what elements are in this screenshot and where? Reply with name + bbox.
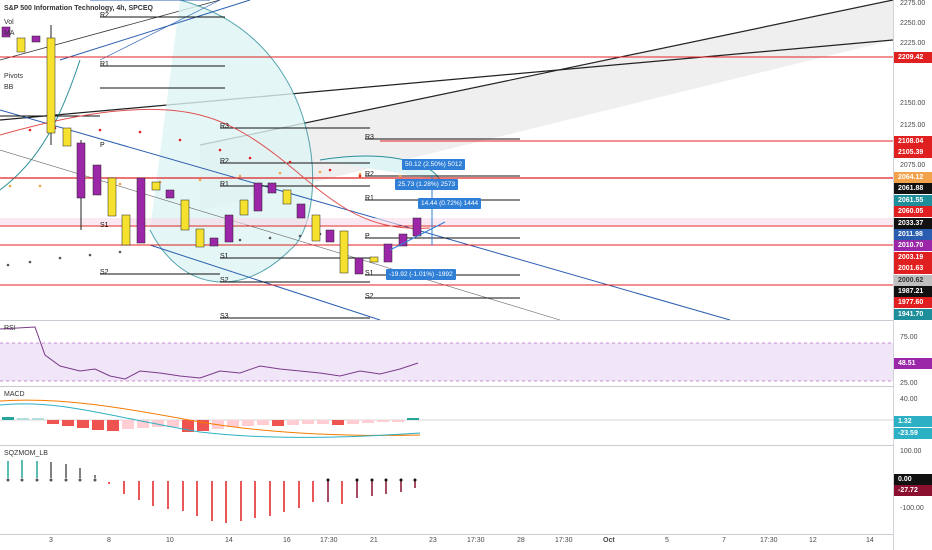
time-tick: 28 xyxy=(517,537,525,544)
axis-tick: 2150.00 xyxy=(900,100,926,107)
pivot-label: R2 xyxy=(220,158,229,165)
pivot-label: S1 xyxy=(100,222,109,229)
sqzmom-value-tag: -27.72 xyxy=(894,485,932,496)
bb-legend[interactable]: BB xyxy=(4,84,14,91)
price-tag: 2033.37 xyxy=(894,218,932,229)
rsi-pane[interactable]: RSI xyxy=(0,321,932,385)
price-tag: 1977.60 xyxy=(894,297,932,308)
macd-label[interactable]: MACD xyxy=(4,391,25,398)
macd-line xyxy=(0,403,421,438)
time-tick: 16 xyxy=(283,537,291,544)
price-tag: 2105.39 xyxy=(894,147,932,158)
price-axis[interactable]: 2275.00 2250.00 2225.00 2150.00 2125.00 … xyxy=(893,0,932,550)
time-tick: 17:30 xyxy=(467,537,485,544)
pivot-label: P xyxy=(100,142,105,149)
time-tick: 17:30 xyxy=(760,537,778,544)
macd-histogram xyxy=(2,417,419,432)
price-tag: 2061.88 xyxy=(894,183,932,194)
time-tick: 14 xyxy=(225,537,233,544)
macd-canvas xyxy=(0,399,893,438)
time-tick: 8 xyxy=(107,537,111,544)
blue-channel-bottom xyxy=(149,244,381,320)
axis-tick: 40.00 xyxy=(900,396,918,403)
axis-tick: 2250.00 xyxy=(900,20,926,27)
measure-label[interactable]: 14.44 (0.72%) 1444 xyxy=(418,198,482,209)
time-tick: 17:30 xyxy=(320,537,338,544)
axis-tick: 2275.00 xyxy=(900,0,926,7)
axis-tick: 100.00 xyxy=(900,448,922,455)
price-tag: 2108.04 xyxy=(894,136,932,147)
pivot-label: S1 xyxy=(365,270,374,277)
time-tick: 12 xyxy=(809,537,817,544)
volume-legend[interactable]: Vol xyxy=(4,19,14,26)
macd-value-tag: 1.32 xyxy=(894,416,932,427)
rsi-value-tag: 48.51 xyxy=(894,358,932,369)
axis-tick: 75.00 xyxy=(900,334,918,341)
axis-tick: 25.00 xyxy=(900,380,918,387)
pivot-label: S2 xyxy=(220,277,229,284)
chart-title[interactable]: S&P 500 Information Technology, 4h, SPCE… xyxy=(4,5,153,12)
price-tag: 1987.21 xyxy=(894,286,932,297)
measure-label[interactable]: 50.12 (2.50%) 5012 xyxy=(402,159,466,170)
pivot-label: R2 xyxy=(365,171,374,178)
price-tag: 2064.12 xyxy=(894,172,932,183)
pivot-label: R3 xyxy=(365,134,374,141)
time-tick: 5 xyxy=(665,537,669,544)
pivot-label: S1 xyxy=(220,253,229,260)
time-tick: 14 xyxy=(866,537,874,544)
pivot-label: S2 xyxy=(100,269,109,276)
time-tick: 21 xyxy=(370,537,378,544)
ma-legend[interactable]: MA xyxy=(4,30,15,37)
axis-tick: 2125.00 xyxy=(900,122,926,129)
pivots-legend[interactable]: Pivots xyxy=(4,73,24,80)
price-tag: 2010.70 xyxy=(894,240,932,251)
axis-tick: -100.00 xyxy=(900,505,924,512)
price-tag: 2000.62 xyxy=(894,275,932,286)
axis-tick: 2225.00 xyxy=(900,40,926,47)
sqzmom-pane[interactable]: SQZMOM_LB xyxy=(0,446,932,534)
macd-pane[interactable]: MACD xyxy=(0,387,932,444)
time-tick: 23 xyxy=(429,537,437,544)
macd-signal-line xyxy=(0,399,421,436)
macd-value-tag: -23.59 xyxy=(894,428,932,439)
upper-trendline xyxy=(199,0,893,146)
lower-trendline xyxy=(0,39,893,121)
time-tick: 7 xyxy=(722,537,726,544)
sqzmom-label[interactable]: SQZMOM_LB xyxy=(4,450,48,457)
time-tick: 17:30 xyxy=(555,537,573,544)
price-tag: 2060.05 xyxy=(894,206,932,217)
pivot-label: R3 xyxy=(220,123,229,130)
sqzmom-canvas xyxy=(6,460,417,523)
price-tag: 2209.42 xyxy=(894,52,932,63)
rsi-canvas xyxy=(0,326,893,382)
pivot-label: P xyxy=(365,233,370,240)
pivot-label: R1 xyxy=(100,61,109,68)
sqzmom-value-tag: 0.00 xyxy=(894,474,932,485)
price-chart-canvas[interactable] xyxy=(0,0,893,320)
pivot-label: S2 xyxy=(365,293,374,300)
price-tag: 2001.63 xyxy=(894,263,932,274)
pivot-label: R1 xyxy=(365,195,374,202)
measure-label[interactable]: 25.73 (1.28%) 2573 xyxy=(395,179,459,190)
rsi-label[interactable]: RSI xyxy=(4,325,16,332)
pivot-label: R2 xyxy=(100,12,109,19)
time-tick: Oct xyxy=(603,537,615,544)
candlesticks xyxy=(1,25,422,275)
moving-average-line xyxy=(0,108,431,229)
price-tag: 2061.55 xyxy=(894,195,932,206)
price-tag: 1941.70 xyxy=(894,309,932,320)
pivot-label: S3 xyxy=(220,313,229,320)
time-tick: 10 xyxy=(166,537,174,544)
price-tag: 2011.98 xyxy=(894,229,932,240)
pivot-label: R1 xyxy=(220,181,229,188)
axis-tick: 2075.00 xyxy=(900,162,926,169)
time-tick: 3 xyxy=(49,537,53,544)
measure-label[interactable]: -19.92 (-1.01%) -1992 xyxy=(386,269,456,280)
price-tag: 2003.19 xyxy=(894,252,932,263)
